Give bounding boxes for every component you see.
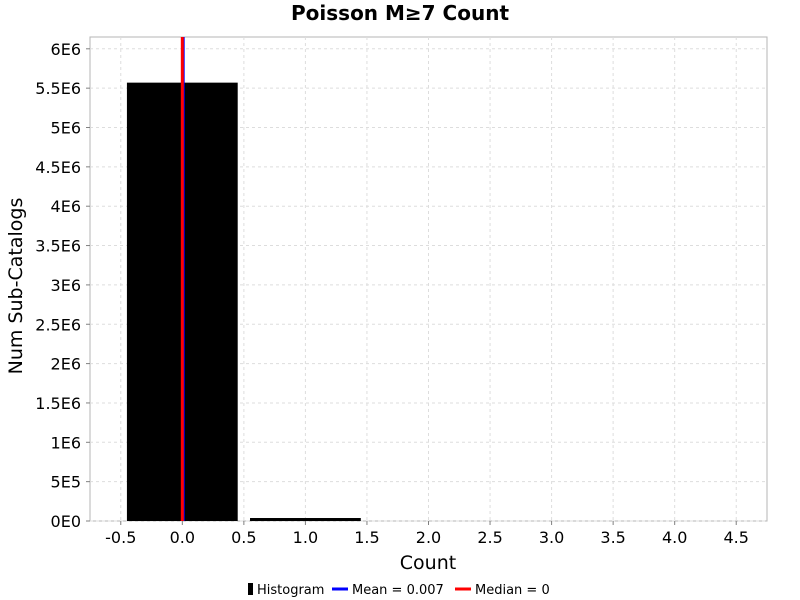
y-tick-label: 3E6: [51, 276, 81, 295]
legend-label-histogram: Histogram: [257, 583, 324, 598]
x-tick-label: -0.5: [105, 528, 136, 547]
statistic-lines: [180, 37, 185, 521]
x-tick-label: 4.5: [724, 528, 749, 547]
legend-swatch-histogram: [248, 583, 253, 595]
y-tick-label: 1.5E6: [35, 394, 81, 413]
y-axis-ticks: 0E0 5E5 1E6 1.5E6 2E6 2.5E6 3E6 3.5E6 4E6 4.5E6 5E…: [35, 40, 90, 531]
histogram-bar: [250, 518, 361, 521]
y-tick-label: 6E6: [51, 40, 81, 59]
x-tick-label: 3.5: [600, 528, 625, 547]
y-tick-label: 2.5E6: [35, 315, 81, 334]
x-tick-label: 0.5: [231, 528, 256, 547]
x-tick-label: 3.0: [539, 528, 564, 547]
legend-label-median: Median = 0: [475, 583, 550, 598]
x-tick-label: 1.5: [354, 528, 379, 547]
x-tick-label: 2.5: [477, 528, 502, 547]
y-tick-label: 4.5E6: [35, 158, 81, 177]
legend-label-mean: Mean = 0.007: [352, 583, 444, 598]
y-tick-label: 2E6: [51, 355, 81, 374]
x-tick-label: 1.0: [293, 528, 318, 547]
y-tick-label: 5E6: [51, 119, 81, 138]
y-tick-label: 3.5E6: [35, 237, 81, 256]
y-axis-label: Num Sub-Catalogs: [5, 198, 27, 375]
legend: Histogram Mean = 0.007 Median = 0: [248, 583, 550, 598]
y-tick-label: 5.5E6: [35, 79, 81, 98]
x-axis-ticks: -0.5 0.0 0.5 1.0 1.5 2.0 2.5 3.0 3.5 4.0 4.5: [105, 521, 749, 547]
chart-title: Poisson M≥7 Count: [291, 1, 509, 25]
y-tick-label: 1E6: [51, 433, 81, 452]
x-axis-label: Count: [400, 552, 456, 574]
grid-lines: [90, 37, 767, 522]
y-tick-label: 0E0: [51, 512, 81, 531]
x-tick-label: 0.0: [170, 528, 195, 547]
x-tick-label: 4.0: [662, 528, 687, 547]
y-tick-label: 5E5: [51, 473, 81, 492]
y-tick-label: 4E6: [51, 197, 81, 216]
x-tick-label: 2.0: [416, 528, 441, 547]
